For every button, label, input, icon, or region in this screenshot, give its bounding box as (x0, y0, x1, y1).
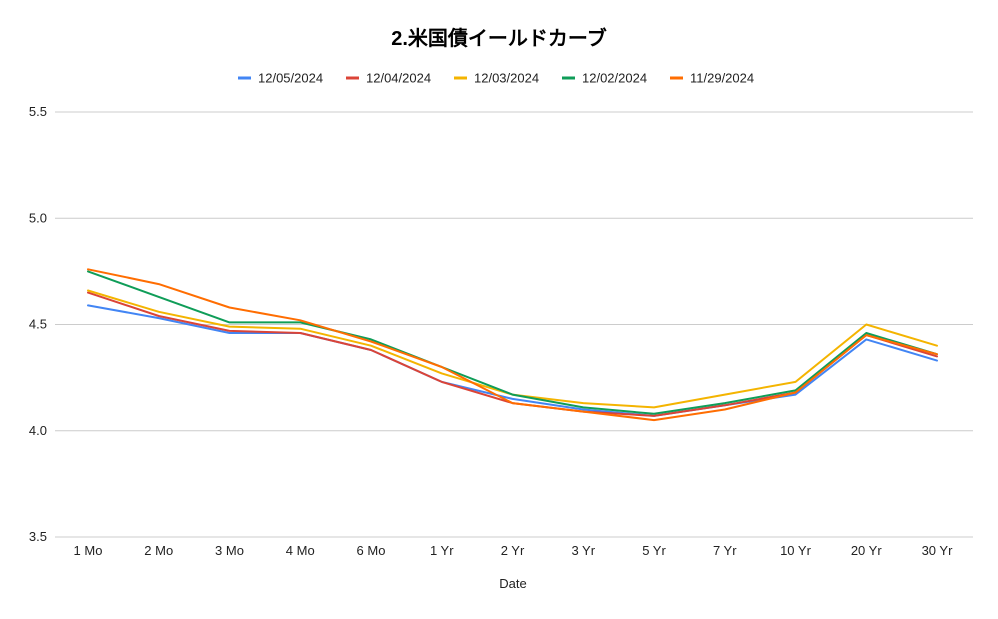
x-tick-label: 7 Yr (713, 543, 737, 558)
legend: 12/05/2024 12/04/2024 12/03/2024 12/02/2024… (238, 71, 754, 86)
series-line-0 (87, 304, 938, 417)
legend-label: 12/03/2024 (474, 71, 539, 86)
legend-label: 12/04/2024 (366, 71, 431, 86)
x-tick-label: 1 Yr (430, 543, 454, 558)
series-line-4 (87, 268, 938, 422)
legend-label: 11/29/2024 (690, 71, 754, 86)
x-tick-label: 5 Yr (642, 543, 666, 558)
x-axis-ticks: 1 Mo 2 Mo 3 Mo 4 Mo 6 Mo 1 Yr 2 Yr 3 Yr 5 Yr 7 Yr… (74, 543, 954, 558)
y-tick-label: 3.5 (29, 529, 47, 544)
gridlines (55, 111, 973, 538)
x-tick-label: 2 Yr (501, 543, 525, 558)
chart-title: 2.米国債イールドカーブ (391, 26, 606, 50)
legend-label: 12/05/2024 (258, 71, 323, 86)
series-line-3 (87, 270, 938, 415)
series-line-1 (87, 291, 938, 417)
x-axis-label: Date (499, 576, 526, 591)
y-tick-label: 4.5 (29, 317, 47, 332)
y-axis-ticks: 3.5 4.0 4.5 5.0 5.5 (29, 104, 47, 544)
legend-label: 12/02/2024 (582, 71, 647, 86)
series-line-2 (87, 289, 938, 409)
x-tick-label: 6 Mo (357, 543, 386, 558)
x-tick-label: 3 Mo (215, 543, 244, 558)
y-tick-label: 4.0 (29, 423, 47, 438)
x-tick-label: 1 Mo (74, 543, 103, 558)
x-tick-label: 10 Yr (780, 543, 812, 558)
x-tick-label: 3 Yr (571, 543, 595, 558)
x-tick-label: 30 Yr (922, 543, 954, 558)
y-tick-label: 5.0 (29, 210, 47, 225)
x-tick-label: 2 Mo (144, 543, 173, 558)
series-lines (87, 268, 938, 422)
x-tick-label: 4 Mo (286, 543, 315, 558)
y-tick-label: 5.5 (29, 104, 47, 119)
x-tick-label: 20 Yr (851, 543, 883, 558)
